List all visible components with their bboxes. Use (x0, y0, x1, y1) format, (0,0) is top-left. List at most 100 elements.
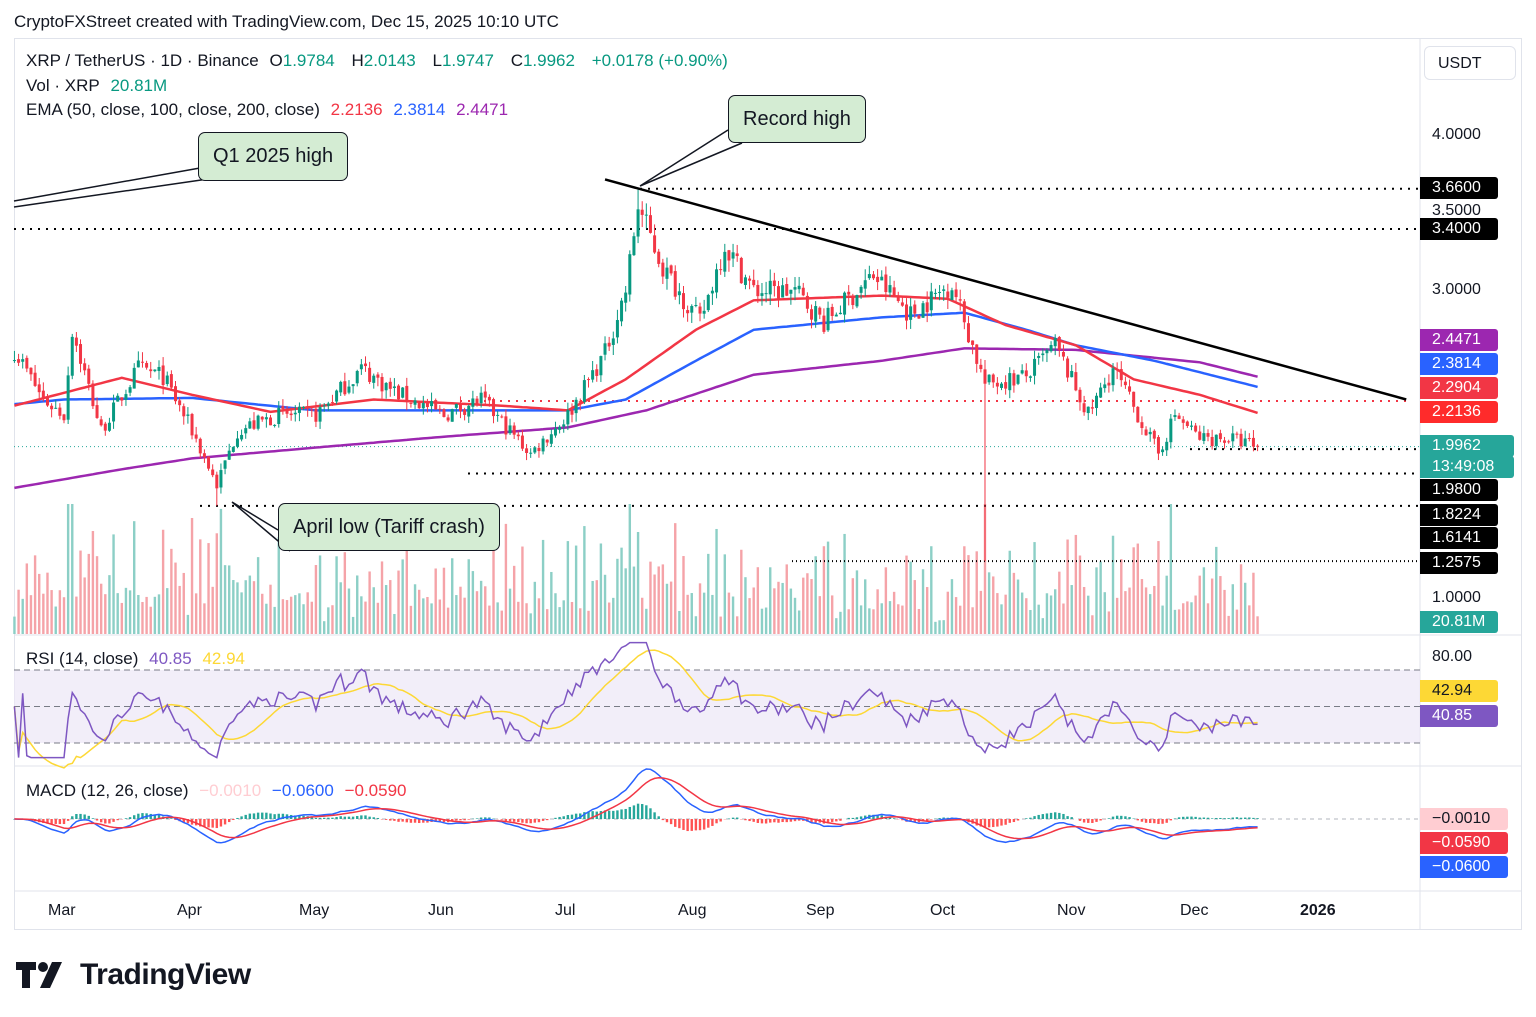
candle-body (355, 370, 359, 384)
candle-body (549, 434, 553, 444)
macd-histogram-bar (141, 813, 144, 819)
volume-bar (438, 599, 442, 634)
volume-bar (331, 605, 334, 634)
candle-body (347, 386, 351, 393)
candle-body (632, 236, 636, 256)
macd-signal-value: −0.0590 (344, 781, 407, 800)
macd-histogram-bar (335, 817, 338, 819)
volume-bar (153, 596, 157, 634)
macd-histogram-bar (1111, 816, 1115, 819)
volume-bar (562, 600, 565, 634)
volume-bar (897, 604, 900, 634)
candle-body (1041, 353, 1045, 356)
candle-body (1107, 382, 1111, 386)
candle-body (1165, 441, 1169, 451)
candle-body (867, 274, 871, 279)
price-label: 13:49:08 (1420, 456, 1514, 478)
volume-bar (934, 621, 937, 634)
macd-histogram-bar (384, 819, 388, 820)
candle-body (289, 413, 293, 416)
macd-histogram-bar (694, 819, 698, 831)
volume-bar (1206, 603, 1210, 634)
macd-histogram-bar (508, 819, 512, 822)
macd-histogram-bar (620, 809, 623, 819)
candle-body (826, 307, 830, 331)
volume-bar (488, 605, 491, 634)
macd-histogram-bar (1070, 817, 1073, 819)
candle-body (1223, 440, 1227, 443)
macd-histogram-bar (71, 816, 74, 819)
time-tick: Aug (678, 902, 707, 919)
macd-histogram-bar (1190, 816, 1193, 819)
price-label: 1.9800 (1420, 479, 1498, 501)
candle-body (1082, 403, 1086, 413)
annotation-q1-high[interactable]: Q1 2025 high (198, 132, 349, 181)
volume-bar (987, 572, 991, 634)
volume-bar (294, 595, 297, 634)
candle-body (463, 409, 467, 415)
macd-histogram-bar (104, 819, 107, 824)
candle-body (1169, 418, 1173, 443)
volume-bar (25, 563, 29, 634)
macd-histogram-bar (124, 818, 128, 819)
currency-button[interactable]: USDT (1424, 46, 1516, 80)
macd-histogram-bar (975, 819, 978, 826)
annotation-april-low[interactable]: April low (Tariff crash) (278, 503, 500, 551)
volume-bar (1045, 593, 1049, 634)
candle-body (136, 360, 140, 368)
ema-label[interactable]: EMA (50, close, 100, close, 200, close) (26, 100, 320, 119)
macd-histogram-bar (1169, 819, 1173, 821)
volume-bar (847, 609, 850, 634)
volume-bar (1115, 597, 1119, 634)
volume-bar (1153, 585, 1156, 634)
macd-histogram-bar (1120, 815, 1123, 819)
symbol-name[interactable]: XRP / TetherUS · 1D · Binance (26, 51, 259, 70)
volume-bar (1177, 609, 1181, 634)
candle-body (1123, 381, 1127, 386)
candle-body (397, 385, 401, 400)
volume-bar (306, 592, 309, 634)
volume-bar (128, 590, 132, 634)
macd-histogram-bar (401, 819, 404, 822)
tradingview-logo[interactable]: TradingView (16, 958, 251, 992)
macd-histogram-bar (186, 819, 190, 824)
candle-body (33, 372, 37, 386)
volume-bar (546, 609, 549, 634)
volume-bar (87, 553, 90, 634)
candle-body (553, 428, 557, 436)
candle-body (1227, 441, 1231, 443)
volume-bar (872, 609, 875, 634)
macd-histogram-bar (612, 810, 615, 819)
macd-histogram-bar (343, 816, 347, 819)
volume-label[interactable]: Vol · XRP (26, 76, 100, 95)
price-label: 2.2136 (1420, 401, 1498, 423)
candle-body (987, 374, 991, 383)
volume-bar (1082, 586, 1086, 634)
macd-histogram-bar (54, 819, 57, 824)
rsi-label[interactable]: RSI (14, close) (26, 649, 139, 668)
volume-bar (236, 582, 239, 634)
volume-bar (145, 596, 148, 634)
time-tick: May (299, 902, 330, 919)
volume-bar (971, 607, 974, 634)
volume-bar (599, 543, 603, 634)
macd-label[interactable]: MACD (12, 26, close) (26, 781, 189, 800)
volume-bar (789, 588, 793, 634)
candle-body (421, 403, 425, 409)
macd-histogram-bar (368, 816, 371, 819)
annotation-pointer (639, 129, 743, 187)
volume-value: 20.81M (110, 76, 168, 95)
volume-bar (917, 608, 921, 634)
macd-histogram-bar (1008, 819, 1011, 823)
macd-histogram-bar (1012, 819, 1016, 823)
macd-histogram-bar (599, 811, 603, 819)
annotation-record-high[interactable]: Record high (728, 95, 866, 143)
rsi-value-label: 42.94 (1420, 680, 1498, 702)
candle-body (1008, 373, 1012, 391)
volume-bar (17, 589, 20, 634)
volume-bar (215, 533, 219, 634)
macd-histogram-bar (711, 819, 714, 826)
volume-bar (1227, 615, 1230, 634)
candle-body (743, 277, 747, 285)
